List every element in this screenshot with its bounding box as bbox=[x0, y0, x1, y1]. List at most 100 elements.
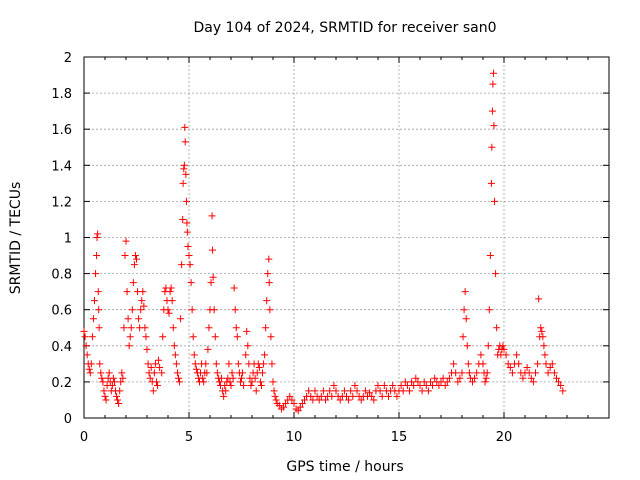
data-point bbox=[418, 387, 426, 395]
x-tick-label: 10 bbox=[286, 430, 303, 445]
x-axis-title: GPS time / hours bbox=[286, 459, 403, 475]
data-point bbox=[119, 374, 127, 382]
data-point bbox=[445, 374, 453, 382]
data-point bbox=[83, 351, 91, 359]
data-point bbox=[171, 351, 179, 359]
data-point bbox=[257, 382, 265, 390]
data-point bbox=[462, 315, 470, 323]
data-point bbox=[116, 387, 124, 395]
data-point bbox=[189, 333, 197, 341]
y-tick-label: 1.4 bbox=[51, 159, 72, 174]
data-point bbox=[542, 360, 550, 368]
data-point bbox=[113, 392, 121, 400]
data-point bbox=[85, 365, 93, 373]
data-point bbox=[210, 306, 218, 314]
data-point bbox=[437, 378, 445, 386]
data-point bbox=[97, 369, 105, 377]
data-point bbox=[142, 333, 150, 341]
data-point bbox=[88, 333, 96, 341]
data-point bbox=[269, 378, 277, 386]
data-point bbox=[240, 382, 248, 390]
data-point bbox=[317, 392, 325, 400]
data-point bbox=[208, 212, 216, 220]
data-point bbox=[118, 369, 126, 377]
data-point bbox=[252, 387, 260, 395]
data-point bbox=[288, 396, 296, 404]
data-point bbox=[307, 392, 315, 400]
data-point bbox=[351, 382, 359, 390]
data-point bbox=[232, 324, 240, 332]
data-point bbox=[282, 400, 290, 408]
data-point bbox=[183, 228, 191, 236]
data-point bbox=[128, 306, 136, 314]
data-point bbox=[182, 197, 190, 205]
data-point bbox=[164, 306, 172, 314]
data-point bbox=[91, 297, 98, 305]
data-point bbox=[225, 360, 233, 368]
data-point bbox=[215, 378, 223, 386]
data-point bbox=[150, 369, 158, 377]
data-point bbox=[185, 252, 193, 260]
data-point bbox=[378, 392, 386, 400]
data-point bbox=[191, 360, 199, 368]
data-point bbox=[121, 252, 129, 260]
data-point bbox=[264, 270, 272, 278]
data-point bbox=[144, 360, 152, 368]
data-point bbox=[115, 400, 123, 408]
data-point bbox=[559, 387, 567, 395]
data-point bbox=[460, 306, 468, 314]
data-point bbox=[492, 270, 500, 278]
data-point bbox=[482, 374, 490, 382]
data-point bbox=[464, 360, 472, 368]
data-point bbox=[301, 396, 308, 404]
data-point bbox=[286, 392, 294, 400]
data-point bbox=[178, 261, 186, 269]
data-point bbox=[259, 369, 266, 377]
data-point bbox=[199, 374, 207, 382]
data-point bbox=[361, 387, 369, 395]
data-point bbox=[242, 351, 250, 359]
data-point bbox=[228, 369, 236, 377]
data-point bbox=[231, 306, 239, 314]
data-point bbox=[332, 387, 340, 395]
data-point bbox=[431, 374, 439, 382]
data-point bbox=[205, 324, 213, 332]
data-point bbox=[93, 252, 101, 260]
data-point bbox=[491, 197, 499, 205]
data-point bbox=[412, 374, 420, 382]
data-point bbox=[493, 324, 501, 332]
data-point bbox=[370, 396, 378, 404]
data-point bbox=[168, 297, 176, 305]
data-point bbox=[120, 324, 128, 332]
data-point bbox=[100, 387, 108, 395]
data-point bbox=[490, 122, 498, 130]
data-point bbox=[330, 382, 338, 390]
data-point bbox=[182, 170, 190, 178]
data-point bbox=[131, 252, 139, 260]
data-point bbox=[406, 387, 413, 395]
data-point bbox=[213, 369, 221, 377]
data-point bbox=[298, 400, 306, 408]
data-point bbox=[397, 382, 405, 390]
data-point bbox=[124, 315, 132, 323]
data-point bbox=[180, 161, 188, 169]
plot-area-border bbox=[83, 56, 610, 419]
data-point bbox=[95, 306, 103, 314]
data-point bbox=[376, 387, 384, 395]
data-point bbox=[523, 363, 531, 371]
data-point bbox=[429, 382, 437, 390]
data-point bbox=[209, 246, 217, 254]
data-point bbox=[473, 369, 481, 377]
data-point bbox=[127, 324, 135, 332]
data-point bbox=[87, 360, 95, 368]
data-point bbox=[420, 378, 428, 386]
data-point bbox=[459, 333, 467, 341]
data-point bbox=[260, 360, 268, 368]
data-point bbox=[443, 378, 451, 386]
data-point bbox=[229, 374, 237, 382]
data-point bbox=[389, 382, 397, 390]
data-point bbox=[506, 363, 514, 371]
data-point bbox=[255, 363, 263, 371]
data-point bbox=[271, 392, 279, 400]
y-tick-label: 1.8 bbox=[51, 87, 72, 102]
